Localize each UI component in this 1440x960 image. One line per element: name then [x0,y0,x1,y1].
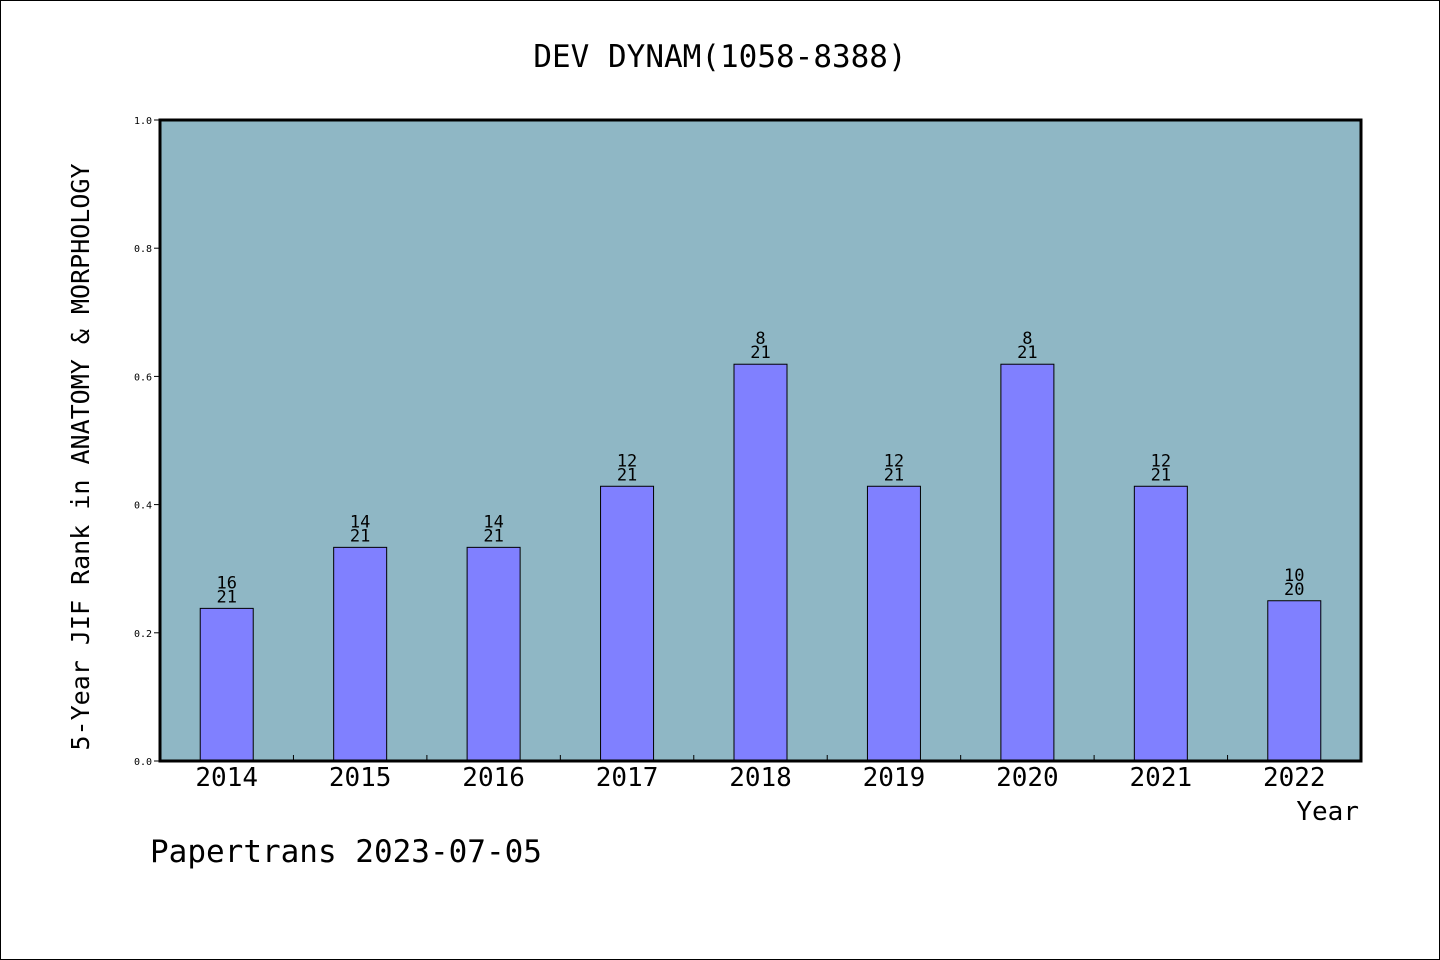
x-tick-label-2014: 2014 [195,763,258,793]
bar-label-total-2020: 21 [1017,343,1037,363]
bar-label-total-2014: 21 [216,587,236,607]
bar-label-rank-2021: 12 [1151,451,1171,471]
bar-2014 [199,607,254,762]
bar-label-total-2022: 20 [1284,580,1304,600]
y-tick-label-1.0: 1.0 [134,116,152,127]
bar-2017 [600,485,655,762]
y-tick-label-0.0: 0.0 [134,757,152,768]
bar-label-rank-2022: 10 [1284,566,1304,586]
x-tick-label-2015: 2015 [329,763,392,793]
bar-label-rank-2014: 16 [216,573,236,593]
y-tick-label-0.6: 0.6 [134,372,152,383]
bar-2016 [466,546,521,762]
plot-border [158,118,1363,763]
bar-label-total-2021: 21 [1151,465,1171,485]
x-tick-label-2016: 2016 [462,763,525,793]
y-axis: 0.0 0.2 0.4 0.6 0.8 1.0 [134,116,160,768]
bar-label-rank-2015: 14 [350,512,370,532]
bar-label-total-2017: 21 [617,465,637,485]
bar-label-rank-2020: 8 [1022,329,1032,349]
x-tick-label-2018: 2018 [729,763,792,793]
y-tick-label-0.8: 0.8 [134,244,152,255]
y-tick-label-0.4: 0.4 [134,501,152,512]
bar-2022 [1267,600,1322,762]
x-tick-label-2017: 2017 [596,763,659,793]
x-axis-label: Year [1296,797,1359,827]
bar-2019 [866,485,921,762]
x-tick-label-2019: 2019 [863,763,926,793]
x-tick-label-2021: 2021 [1130,763,1193,793]
y-tick-label-0.2: 0.2 [134,629,152,640]
bar-label-rank-2019: 12 [884,451,904,471]
bar-label-total-2018: 21 [750,343,770,363]
chart-title: DEV DYNAM(1058-8388) [533,39,906,75]
bar-2015 [333,546,388,762]
x-axis: 2014 2015 2016 2017 2018 2019 2020 2021 2022 [195,755,1326,793]
bar-label-rank-2016: 14 [483,512,503,532]
bar-label-total-2019: 21 [884,465,904,485]
x-tick-label-2020: 2020 [996,763,1059,793]
footer-credit: Papertrans 2023-07-05 [150,834,542,870]
y-axis-label: 5-Year JIF Rank in ANATOMY & MORPHOLOGY [66,164,95,751]
bar-label-total-2016: 21 [483,526,503,546]
bar-2018 [733,363,788,762]
x-tick-label-2022: 2022 [1263,763,1326,793]
bar-label-rank-2018: 8 [755,329,765,349]
bar-2020 [1000,363,1055,762]
bar-label-total-2015: 21 [350,526,370,546]
bar-2021 [1133,485,1188,762]
bar-label-rank-2017: 12 [617,451,637,471]
